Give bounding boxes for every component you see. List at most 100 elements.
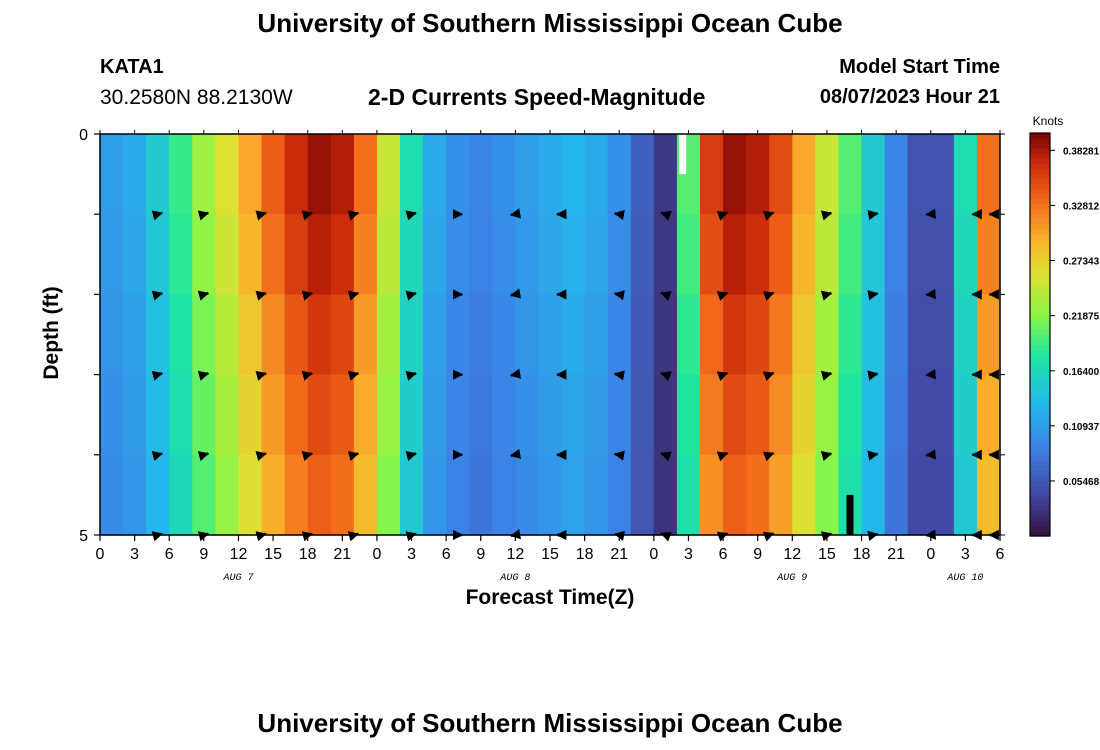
colorbar-segment <box>1030 319 1050 326</box>
current-vector <box>716 371 729 382</box>
heatmap-cell <box>423 214 447 295</box>
heatmap-cell <box>123 454 147 536</box>
heatmap-cell <box>215 454 240 536</box>
colorbar-segment <box>1030 394 1050 401</box>
colorbar-segment <box>1030 314 1050 320</box>
heatmap-cell <box>884 454 909 536</box>
colorbar-segment <box>1030 339 1050 346</box>
heatmap-cell <box>330 374 355 456</box>
colorbar-segment <box>1030 304 1050 310</box>
colorbar-segment <box>1030 269 1050 275</box>
heatmap-cell <box>884 294 909 376</box>
heatmap-cell <box>769 454 793 536</box>
heatmap-cell <box>630 214 655 295</box>
current-vector <box>151 370 164 381</box>
colorbar-segment <box>1030 415 1050 421</box>
x-tick-label: 15 <box>264 546 282 563</box>
current-vector <box>613 370 625 381</box>
heatmap-cell <box>607 294 632 376</box>
current-vector <box>716 451 729 462</box>
colorbar-segment <box>1030 344 1050 351</box>
heatmap-cell <box>261 454 286 536</box>
x-tick-label: 21 <box>333 546 351 563</box>
heatmap-cell <box>861 294 886 376</box>
date-label: AUG 7 <box>222 573 253 584</box>
heatmap-cell <box>676 294 701 376</box>
heatmap-cell <box>469 294 493 376</box>
current-vector <box>762 451 775 462</box>
heatmap-cell <box>792 454 816 536</box>
colorbar-segment <box>1030 475 1050 482</box>
colorbar-segment <box>1030 178 1050 184</box>
heatmap-cell <box>400 374 424 456</box>
colorbar-segment <box>1030 228 1050 235</box>
heatmap-cell <box>307 374 332 456</box>
heatmap-cell <box>492 374 516 456</box>
heatmap-cell <box>376 454 401 536</box>
vertical-markers <box>679 134 854 535</box>
heatmap-cell <box>607 214 632 295</box>
heatmap-cell <box>815 374 840 456</box>
colorbar-segment <box>1030 223 1050 230</box>
heatmap-cell <box>515 374 540 456</box>
heatmap-cell <box>307 214 332 295</box>
current-vector <box>405 210 417 221</box>
heatmap-cell <box>653 214 678 295</box>
model-start-value: 08/07/2023 Hour 21 <box>819 86 1000 108</box>
current-vector <box>820 370 833 381</box>
heatmap-cell <box>284 294 309 376</box>
heatmap-cell <box>815 134 840 215</box>
current-vector <box>347 290 360 301</box>
colorbar-segment <box>1030 455 1050 462</box>
heatmap-cell <box>561 374 586 456</box>
colorbar-segment <box>1030 243 1050 250</box>
current-vector <box>197 210 210 221</box>
heatmap-cell <box>492 294 516 376</box>
heatmap-cell <box>423 134 447 215</box>
current-vector <box>255 370 267 381</box>
colorbar-segment <box>1030 208 1050 215</box>
heatmap-cell <box>584 454 609 536</box>
colorbar-segment <box>1030 435 1050 441</box>
heatmap-cell <box>492 134 516 215</box>
x-tick-label: 0 <box>926 546 935 563</box>
current-vector <box>197 451 210 462</box>
heatmap-cell <box>815 214 840 295</box>
colorbar-segment <box>1030 218 1050 225</box>
heatmap-cell <box>676 374 701 456</box>
heatmap-cell <box>976 374 1001 456</box>
heatmap-cell <box>838 294 863 376</box>
heatmap-cell <box>792 374 816 456</box>
colorbar-segment <box>1030 183 1050 190</box>
heatmap-cell <box>538 214 563 295</box>
heatmap-cell <box>630 134 655 215</box>
heatmap-cell <box>238 294 263 376</box>
heatmap-cell <box>353 214 378 295</box>
current-vector <box>301 210 314 221</box>
heatmap-cell <box>515 294 540 376</box>
colorbar-segment <box>1030 505 1050 512</box>
x-tick-label: 9 <box>476 546 485 563</box>
colorbar-tick-label: 0.27343 <box>1063 257 1100 268</box>
heatmap-cell <box>515 134 540 215</box>
current-vector <box>255 290 267 301</box>
x-tick-label: 12 <box>230 546 248 563</box>
current-vector <box>301 370 314 381</box>
date-label: AUG 9 <box>776 573 807 584</box>
colorbar-segment <box>1030 279 1050 285</box>
current-vector <box>151 210 164 221</box>
heatmap-cell <box>769 294 793 376</box>
heatmap-cell <box>492 454 516 536</box>
heatmap-cell <box>192 454 216 536</box>
heatmap-cell <box>700 374 724 456</box>
current-vector <box>925 368 937 380</box>
heatmap-cell <box>561 294 586 376</box>
heatmap-cell <box>930 454 955 536</box>
heatmap-cell <box>723 214 747 295</box>
current-vector <box>660 210 672 221</box>
x-tick-label: 9 <box>199 546 208 563</box>
heatmap-cell <box>769 214 793 295</box>
current-vector <box>867 450 879 461</box>
heatmap-cell <box>353 374 378 456</box>
heatmap-cell <box>284 134 309 215</box>
